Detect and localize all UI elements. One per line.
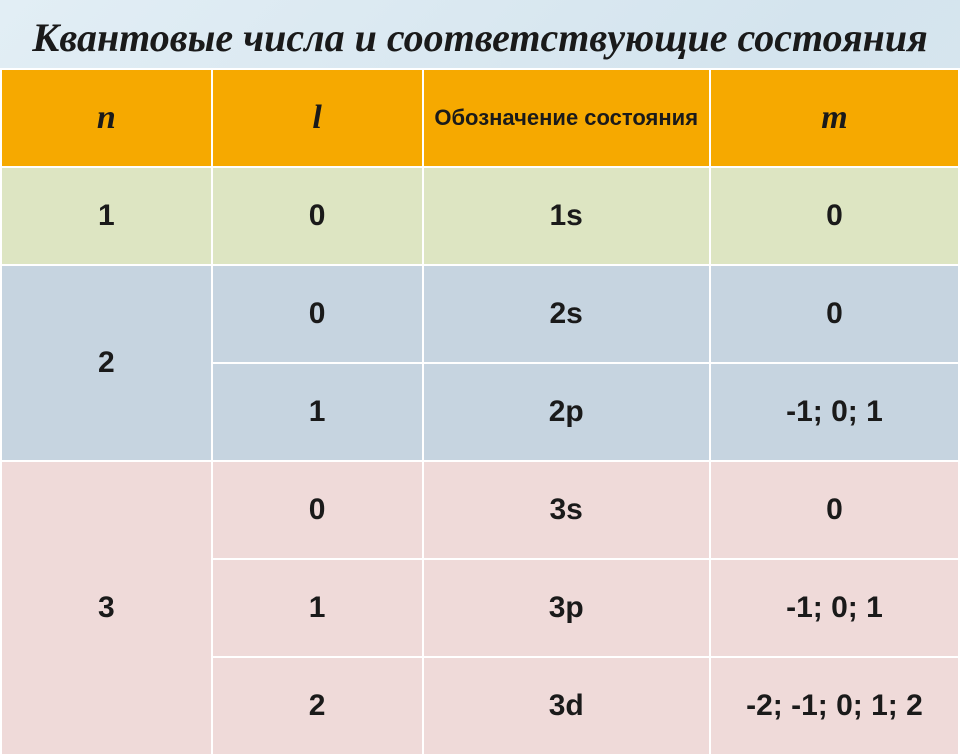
cell-n: 1 — [1, 167, 212, 265]
cell-state: 2s — [423, 265, 710, 363]
cell-l: 1 — [212, 363, 423, 461]
cell-m: 0 — [710, 167, 959, 265]
cell-state: 3d — [423, 657, 710, 755]
cell-m: 0 — [710, 461, 959, 559]
cell-l: 2 — [212, 657, 423, 755]
table-body: 101s0202s012p-1; 0; 1303s013p-1; 0; 123d… — [1, 167, 959, 755]
col-m: m — [710, 69, 959, 167]
quantum-table: n l Обозначение состояния m 101s0202s012… — [0, 68, 960, 756]
cell-m: 0 — [710, 265, 959, 363]
cell-l: 0 — [212, 461, 423, 559]
cell-m: -2; -1; 0; 1; 2 — [710, 657, 959, 755]
page-title: Квантовые числа и соответствующие состоя… — [0, 0, 960, 68]
cell-l: 0 — [212, 265, 423, 363]
table-row: 303s0 — [1, 461, 959, 559]
cell-l: 1 — [212, 559, 423, 657]
col-l: l — [212, 69, 423, 167]
cell-n: 2 — [1, 265, 212, 461]
cell-state: 2p — [423, 363, 710, 461]
col-state: Обозначение состояния — [423, 69, 710, 167]
cell-state: 3p — [423, 559, 710, 657]
quantum-table-wrap: n l Обозначение состояния m 101s0202s012… — [0, 68, 960, 756]
cell-m: -1; 0; 1 — [710, 559, 959, 657]
table-row: 101s0 — [1, 167, 959, 265]
cell-l: 0 — [212, 167, 423, 265]
cell-state: 3s — [423, 461, 710, 559]
cell-m: -1; 0; 1 — [710, 363, 959, 461]
cell-n: 3 — [1, 461, 212, 755]
table-row: 202s0 — [1, 265, 959, 363]
col-n: n — [1, 69, 212, 167]
table-header-row: n l Обозначение состояния m — [1, 69, 959, 167]
cell-state: 1s — [423, 167, 710, 265]
